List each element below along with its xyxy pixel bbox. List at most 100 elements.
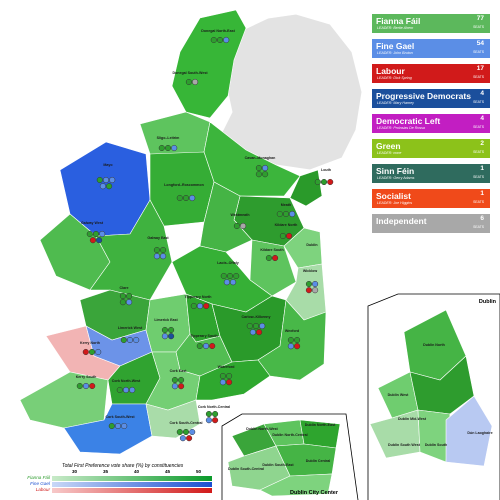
seat-marker bbox=[265, 254, 272, 262]
legend-seat-label: SEATS bbox=[473, 25, 484, 29]
legend-seat-count: 4 bbox=[480, 115, 484, 122]
constituency-label: Tipperary South bbox=[190, 334, 218, 338]
city-inset-label: Dublin North-Central bbox=[272, 433, 307, 437]
constituency-label: Cork North-Central bbox=[198, 405, 230, 409]
seat-marker bbox=[182, 428, 190, 436]
seat-marker bbox=[286, 232, 293, 240]
seat-marker bbox=[126, 336, 134, 344]
seat-marker bbox=[120, 336, 127, 344]
seat-marker bbox=[252, 322, 260, 330]
legend-party-name: Socialist bbox=[376, 191, 411, 201]
seat-marker bbox=[240, 222, 247, 230]
constituency-label: Longford–Roscommon bbox=[164, 183, 204, 187]
dublin-city-inset: Dublin North-West Dublin North-Central D… bbox=[221, 413, 359, 500]
seat-marker bbox=[327, 178, 334, 186]
legend-seat-label: SEATS bbox=[473, 75, 484, 79]
constituency-label: Galway East bbox=[147, 236, 169, 240]
seat-marker bbox=[255, 171, 262, 178]
dublin-inset-label: Dún Laoghaire bbox=[467, 431, 492, 435]
waterford-region bbox=[195, 359, 271, 401]
seat-marker bbox=[158, 144, 165, 152]
constituency-label: Kerry North bbox=[80, 341, 100, 345]
legend-seat-count: 17 bbox=[476, 65, 484, 72]
seat-marker bbox=[192, 78, 199, 86]
scale-bar-fine-gael bbox=[52, 482, 212, 487]
scale-row-label: Fianna Fáil bbox=[27, 475, 50, 480]
seat-marker bbox=[119, 292, 126, 300]
legend-seat-count: 2 bbox=[480, 140, 484, 147]
seat-marker bbox=[223, 36, 230, 44]
seat-marker bbox=[129, 386, 136, 394]
dublin-inset-title: Dublin bbox=[479, 299, 497, 305]
constituency-label: Wexford bbox=[285, 329, 299, 333]
constituency-label: Cavan–Monaghan bbox=[245, 156, 276, 160]
seat-marker bbox=[89, 237, 96, 244]
seat-marker bbox=[226, 379, 233, 386]
seat-marker bbox=[160, 246, 167, 254]
constituency-label: Wicklow bbox=[303, 269, 318, 273]
seat-marker bbox=[312, 287, 319, 294]
seat-marker bbox=[209, 342, 216, 350]
constituency-label: Donegal South-West bbox=[172, 71, 208, 75]
legend-seat-label: SEATS bbox=[473, 175, 484, 179]
seat-marker bbox=[161, 333, 168, 340]
seat-marker bbox=[88, 348, 96, 356]
seat-marker bbox=[203, 302, 210, 310]
seat-marker bbox=[114, 422, 122, 430]
seat-marker bbox=[219, 379, 226, 386]
constituency-label: Clare bbox=[120, 286, 129, 290]
constituency-label: Westmeath bbox=[230, 213, 249, 217]
constituency-label: Louth bbox=[321, 168, 331, 172]
constituency-labels: Donegal North-East Donegal South-West Sl… bbox=[76, 29, 331, 425]
constituency-label: Kildare South bbox=[260, 248, 283, 252]
seat-marker bbox=[262, 171, 269, 178]
constituency-label: Cork East bbox=[170, 369, 188, 373]
scale-bar-labour bbox=[52, 488, 212, 493]
seat-marker bbox=[196, 342, 203, 350]
seat-marker bbox=[171, 376, 178, 384]
seat-marker bbox=[109, 176, 116, 184]
legend-party-leader: LEADER: Dick Spring bbox=[377, 76, 412, 80]
seat-marker bbox=[287, 343, 294, 350]
legend-party-leader: LEADER: none bbox=[377, 151, 402, 155]
seat-marker bbox=[153, 246, 160, 254]
seat-marker bbox=[86, 230, 93, 238]
constituency-label: Mayo bbox=[103, 163, 113, 167]
seat-marker bbox=[168, 326, 175, 334]
legend-seat-count: 54 bbox=[476, 40, 484, 47]
seat-marker bbox=[212, 410, 219, 418]
longford-roscommon-region bbox=[149, 151, 215, 227]
constituency-label: Cork South-Central bbox=[170, 421, 203, 425]
seat-marker bbox=[164, 144, 172, 152]
seat-marker bbox=[294, 336, 301, 344]
legend-party-leader: LEADER: Mary Harney bbox=[377, 101, 414, 105]
constituency-label: Kerry South bbox=[76, 375, 97, 379]
legend-seat-count: 1 bbox=[480, 190, 484, 197]
seat-marker bbox=[289, 210, 296, 218]
seat-marker bbox=[246, 322, 253, 330]
seat-marker bbox=[226, 372, 233, 380]
constituency-label: Tipperary North bbox=[185, 295, 212, 299]
legend-party-leader: LEADER: Joe Higgins bbox=[377, 201, 413, 205]
seat-marker bbox=[82, 382, 90, 390]
legend-seat-label: SEATS bbox=[473, 150, 484, 154]
seat-marker bbox=[220, 272, 227, 280]
seat-marker bbox=[116, 386, 123, 394]
seat-marker bbox=[160, 253, 167, 260]
legend-independent: Independent 6 SEATS bbox=[372, 214, 490, 233]
seat-marker bbox=[178, 376, 185, 384]
legend-party-name: Green bbox=[376, 141, 401, 151]
seat-marker bbox=[259, 322, 266, 330]
seat-marker bbox=[161, 326, 168, 334]
legend-progressive-democrats: Progressive Democrats LEADER: Mary Harne… bbox=[372, 89, 490, 108]
louth-region bbox=[289, 169, 323, 207]
dublin-inset-label: Dublin South bbox=[425, 443, 447, 447]
legend-party-leader: LEADER: Proinsias De Rossa bbox=[377, 126, 425, 130]
constituency-label: Laois–Offaly bbox=[217, 261, 239, 265]
scale-row-label: Labour bbox=[35, 487, 50, 492]
legend-party-name: Labour bbox=[376, 66, 405, 76]
legend-party-name: Democratic Left bbox=[376, 116, 441, 126]
seat-marker bbox=[190, 302, 197, 310]
legend-seat-label: SEATS bbox=[473, 225, 484, 229]
